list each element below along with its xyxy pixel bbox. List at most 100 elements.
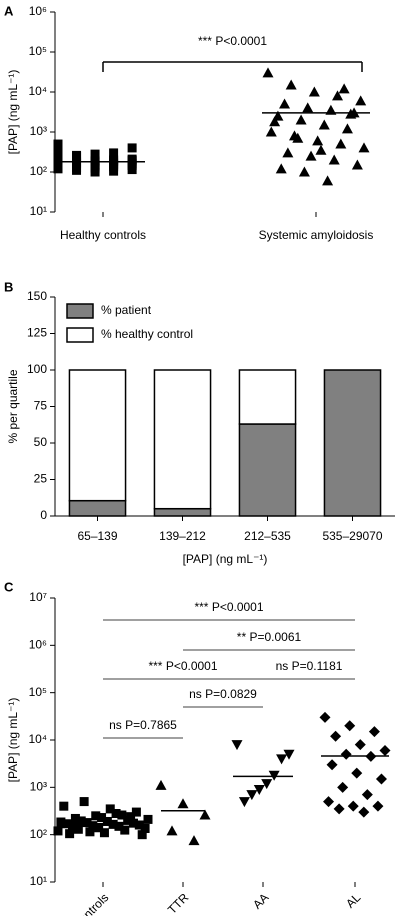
y-tick-label: 10⁵ bbox=[29, 44, 47, 58]
y-tick-label: 10⁵ bbox=[29, 685, 47, 699]
point bbox=[111, 809, 121, 819]
point bbox=[53, 159, 63, 169]
point bbox=[105, 804, 115, 814]
point bbox=[82, 818, 92, 828]
point bbox=[134, 820, 144, 830]
point bbox=[351, 159, 363, 170]
y-tick-label: 10¹ bbox=[30, 874, 47, 888]
point bbox=[91, 811, 101, 821]
point bbox=[302, 102, 314, 113]
bar bbox=[68, 369, 127, 502]
point bbox=[188, 835, 200, 846]
point bbox=[312, 135, 324, 146]
point bbox=[65, 829, 75, 839]
y-tick-label: 10³ bbox=[30, 124, 47, 138]
point bbox=[341, 123, 353, 134]
annotation: ns P=0.1181 bbox=[276, 659, 343, 673]
point bbox=[79, 797, 89, 807]
x-tick-label: 139–212 bbox=[159, 529, 206, 543]
x-tick-label: Healthy controls bbox=[41, 890, 112, 916]
point bbox=[72, 152, 82, 162]
annotation: *** P<0.0001 bbox=[198, 34, 267, 48]
bar bbox=[323, 369, 382, 517]
annotation: ns P=0.0829 bbox=[189, 687, 257, 701]
bar bbox=[153, 507, 212, 517]
y-tick-label: 25 bbox=[34, 472, 48, 486]
point bbox=[127, 143, 137, 153]
point bbox=[73, 824, 83, 834]
point bbox=[347, 800, 359, 812]
point bbox=[120, 825, 130, 835]
y-tick-label: 10⁴ bbox=[28, 84, 47, 98]
point bbox=[344, 720, 356, 732]
point bbox=[109, 158, 119, 168]
annotation: *** P<0.0001 bbox=[194, 600, 263, 614]
point bbox=[155, 779, 167, 790]
point bbox=[177, 798, 189, 809]
y-tick-label: 10⁷ bbox=[29, 590, 47, 604]
x-axis-label: [PAP] (ng mL⁻¹) bbox=[183, 552, 268, 566]
x-tick-label: 212–535 bbox=[244, 529, 291, 543]
bar bbox=[68, 499, 127, 517]
y-tick-label: 75 bbox=[34, 399, 48, 413]
point bbox=[305, 150, 317, 161]
point bbox=[368, 726, 380, 738]
bar bbox=[238, 369, 297, 425]
point bbox=[246, 790, 258, 801]
y-tick-label: 10⁴ bbox=[28, 732, 47, 746]
y-axis-label: [PAP] (ng mL⁻¹) bbox=[6, 70, 20, 155]
point bbox=[53, 139, 63, 149]
point bbox=[298, 166, 310, 177]
point bbox=[330, 730, 342, 742]
point bbox=[285, 79, 297, 90]
point bbox=[261, 779, 273, 790]
point bbox=[85, 827, 95, 837]
point bbox=[335, 138, 347, 149]
y-tick-label: 0 bbox=[40, 508, 47, 522]
point bbox=[117, 810, 127, 820]
point bbox=[340, 748, 352, 760]
legend-label: % healthy control bbox=[101, 327, 193, 341]
point bbox=[88, 821, 98, 831]
point bbox=[308, 86, 320, 97]
point bbox=[283, 749, 295, 760]
point bbox=[332, 90, 344, 101]
point bbox=[59, 801, 69, 811]
point bbox=[97, 813, 107, 823]
point bbox=[338, 83, 350, 94]
point bbox=[68, 822, 78, 832]
point bbox=[238, 797, 250, 808]
point bbox=[76, 816, 86, 826]
point bbox=[114, 821, 124, 831]
point bbox=[72, 158, 82, 168]
point bbox=[328, 154, 340, 165]
point bbox=[140, 823, 150, 833]
point bbox=[351, 767, 363, 779]
point bbox=[94, 823, 104, 833]
x-tick-label: 65–139 bbox=[77, 529, 117, 543]
point bbox=[265, 126, 277, 137]
point bbox=[295, 114, 307, 125]
bar bbox=[238, 423, 297, 517]
panel-label: B bbox=[4, 279, 13, 294]
y-tick-label: 10³ bbox=[30, 780, 47, 794]
point bbox=[354, 739, 366, 751]
point bbox=[375, 773, 387, 785]
point bbox=[253, 784, 265, 795]
annotation: ** P=0.0061 bbox=[237, 630, 302, 644]
point bbox=[292, 132, 304, 143]
point bbox=[337, 781, 349, 793]
point bbox=[231, 740, 243, 751]
point bbox=[379, 745, 391, 757]
point bbox=[262, 67, 274, 78]
panel-label: C bbox=[4, 579, 14, 594]
point bbox=[127, 165, 137, 175]
point bbox=[275, 163, 287, 174]
point bbox=[90, 149, 100, 159]
y-axis-label: [PAP] (ng mL⁻¹) bbox=[6, 698, 20, 783]
point bbox=[279, 98, 291, 109]
point bbox=[131, 807, 141, 817]
point bbox=[372, 800, 384, 812]
y-tick-label: 150 bbox=[27, 289, 47, 303]
